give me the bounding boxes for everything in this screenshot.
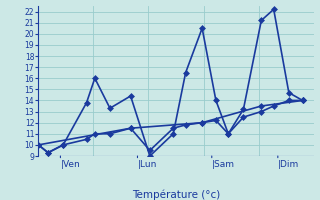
Text: Température (°c): Température (°c) [132, 189, 220, 200]
Text: |Sam: |Sam [212, 160, 235, 169]
Text: |Ven: |Ven [60, 160, 80, 169]
Text: |Lun: |Lun [138, 160, 157, 169]
Text: |Dim: |Dim [278, 160, 299, 169]
